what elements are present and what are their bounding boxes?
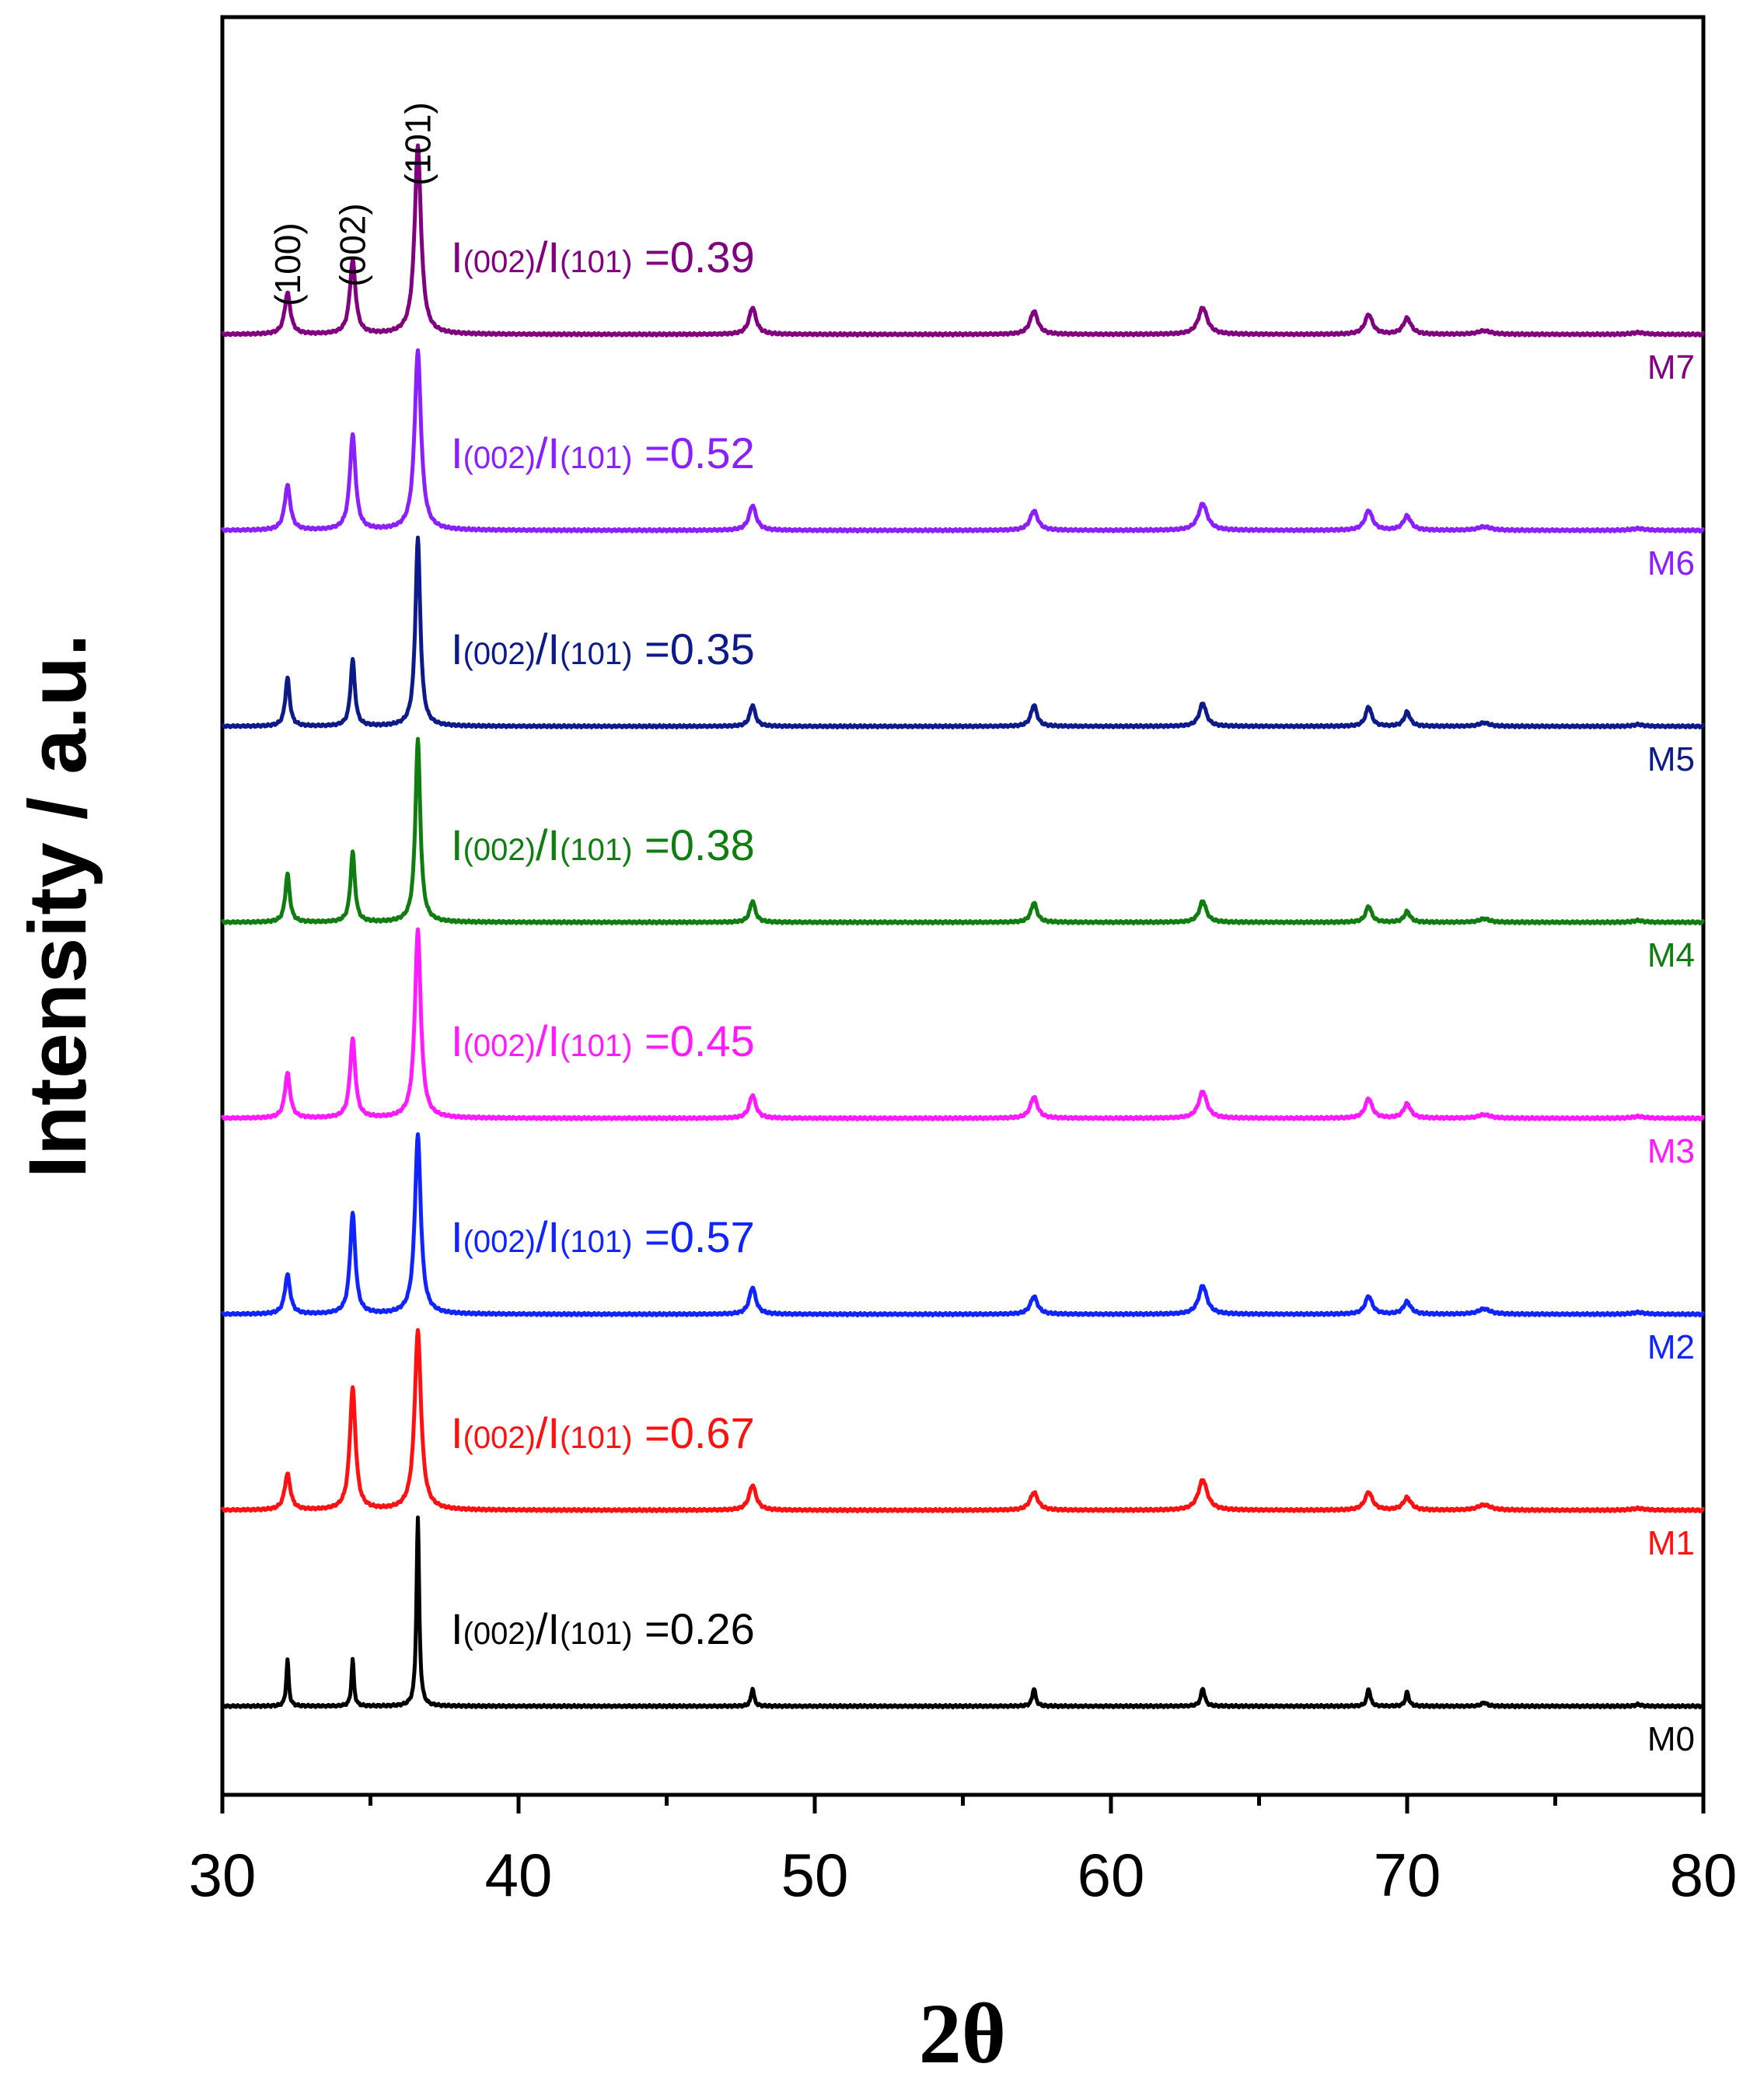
sample-label: M3 [1647, 1132, 1695, 1170]
x-tick-label: 80 [1670, 1841, 1738, 1909]
ratio-text: =0.38 [632, 820, 754, 869]
ratio-label: I(002)/I(101) =0.52 [451, 428, 755, 477]
ratio-text: =0.52 [632, 428, 754, 477]
ratio-hkl: (002) [463, 441, 536, 475]
ratio-text: =0.26 [632, 1604, 754, 1653]
ratio-text: I [548, 1604, 561, 1653]
peak-hkl-label: (101) [398, 102, 438, 185]
ratio-hkl: (101) [560, 1421, 632, 1455]
sample-label: M6 [1647, 544, 1695, 582]
sample-label: M1 [1647, 1524, 1695, 1562]
ratio-text: I [548, 1212, 561, 1261]
ratio-label: I(002)/I(101) =0.67 [451, 1408, 755, 1457]
ratio-text: =0.45 [632, 1016, 754, 1065]
x-axis-label: 2θ [919, 1986, 1006, 2081]
ratio-text: I [548, 1408, 561, 1457]
y-axis-label: Intensity / a.u. [12, 634, 103, 1178]
ratio-text: / [536, 624, 548, 673]
ratio-text: I [451, 1016, 463, 1065]
ratio-text: / [536, 1604, 548, 1653]
ratio-hkl: (002) [463, 1617, 536, 1651]
ratio-text: I [451, 624, 463, 673]
ratio-text: I [451, 428, 463, 477]
ratio-text: I [548, 233, 561, 282]
ratio-text: / [536, 1212, 548, 1261]
x-tick-label: 30 [189, 1841, 257, 1909]
ratio-text: I [451, 820, 463, 869]
ratio-hkl: (002) [463, 245, 536, 279]
ratio-text: =0.67 [632, 1408, 754, 1457]
x-tick-label: 50 [781, 1841, 849, 1909]
ratio-hkl: (002) [463, 1225, 536, 1259]
peak-hkl-label: (002) [333, 203, 373, 286]
ratio-text: / [536, 428, 548, 477]
series-line [220, 1327, 1706, 1513]
x-tick-label: 70 [1374, 1841, 1441, 1909]
ratio-text: I [548, 820, 561, 869]
sample-label: M5 [1647, 740, 1695, 778]
ratio-label: I(002)/I(101) =0.45 [451, 1016, 755, 1065]
ratio-text: I [548, 624, 561, 673]
ratio-hkl: (101) [560, 1225, 632, 1259]
ratio-text: I [451, 1604, 463, 1653]
sample-label: M0 [1647, 1720, 1695, 1758]
x-tick-label: 60 [1078, 1841, 1145, 1909]
ratio-text: I [451, 1212, 463, 1261]
x-tick-label: 40 [485, 1841, 553, 1909]
ratio-hkl: (002) [463, 833, 536, 867]
ratio-text: / [536, 233, 548, 282]
sample-label: M4 [1647, 936, 1695, 974]
ratio-hkl: (002) [463, 1029, 536, 1063]
ratio-hkl: (002) [463, 637, 536, 671]
ratio-label: I(002)/I(101) =0.39 [451, 233, 755, 282]
plot-frame [220, 15, 1706, 1797]
sample-label: M2 [1647, 1328, 1695, 1366]
ratio-text: =0.35 [632, 624, 754, 673]
ratio-text: =0.39 [632, 233, 754, 282]
ratio-text: I [548, 428, 561, 477]
ratio-hkl: (101) [560, 1029, 632, 1063]
ratio-label: I(002)/I(101) =0.26 [451, 1604, 755, 1653]
series-line [220, 348, 1706, 533]
ratio-text: I [451, 1408, 463, 1457]
ratio-label: I(002)/I(101) =0.57 [451, 1212, 755, 1261]
ratio-text: / [536, 1016, 548, 1065]
peak-hkl-label: (100) [267, 222, 308, 306]
ratio-text: =0.57 [632, 1212, 754, 1261]
series-line [220, 1132, 1706, 1317]
ratio-label: I(002)/I(101) =0.38 [451, 820, 755, 869]
ratio-hkl: (101) [560, 833, 632, 867]
ratio-hkl: (101) [560, 637, 632, 671]
ratio-hkl: (101) [560, 441, 632, 475]
ratio-text: I [451, 233, 463, 282]
series-line [220, 1515, 1706, 1710]
x-axis: 30 40 50 60 70 80 [189, 1795, 1738, 1909]
ratio-text: I [548, 1016, 561, 1065]
series-line [220, 535, 1706, 729]
ratio-label: I(002)/I(101) =0.35 [451, 624, 755, 673]
series-line [220, 736, 1706, 925]
ratio-hkl: (002) [463, 1421, 536, 1455]
series-line [220, 143, 1706, 338]
sample-label: M7 [1647, 348, 1695, 386]
ratio-text: / [536, 820, 548, 869]
peak-label-layer: (100) (002) (101) [267, 102, 438, 306]
series-line [220, 927, 1706, 1121]
ratio-hkl: (101) [560, 1617, 632, 1651]
ratio-text: / [536, 1408, 548, 1457]
ratio-hkl: (101) [560, 245, 632, 279]
